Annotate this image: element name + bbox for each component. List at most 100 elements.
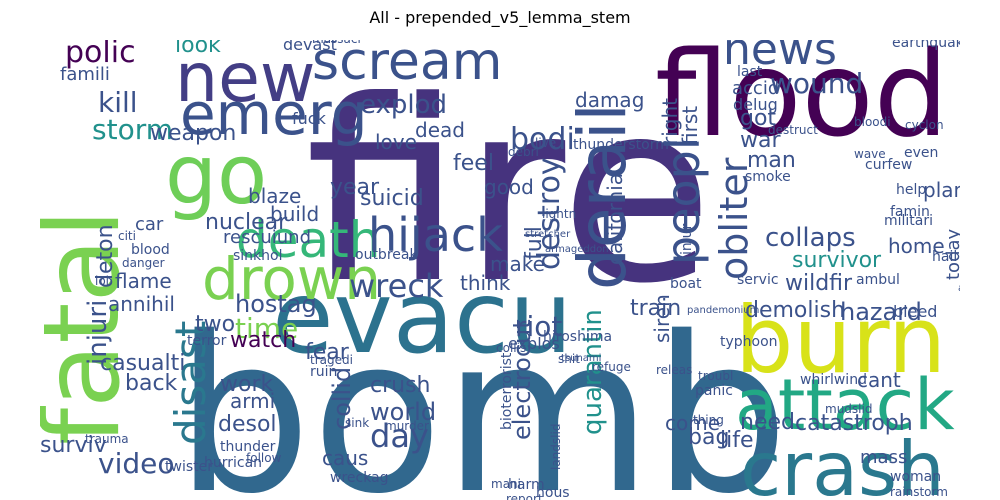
cloud-word: two — [195, 312, 236, 337]
cloud-word: tsunami — [561, 353, 602, 364]
cloud-word: wave — [854, 147, 886, 161]
cloud-word: thing — [693, 413, 724, 427]
cloud-word: cant — [857, 368, 901, 392]
cloud-word: evacu — [272, 259, 573, 376]
cloud-word: landslid — [549, 423, 563, 470]
cloud-word: refuge — [592, 360, 631, 374]
cloud-word: devast — [283, 40, 337, 54]
cloud-word: stretcher — [525, 229, 571, 240]
cloud-word: injur — [679, 223, 695, 255]
cloud-word: surviv — [40, 433, 107, 458]
cloud-word: lol — [95, 274, 110, 288]
cloud-word: murder — [385, 419, 429, 433]
cloud-word: even — [904, 145, 939, 161]
cloud-word: video — [98, 447, 175, 480]
cloud-word: blood — [131, 242, 170, 258]
cloud-word: kill — [98, 86, 138, 119]
cloud-word: report — [506, 492, 543, 500]
cloud-word: make — [490, 252, 545, 276]
cloud-word: thunderstorm — [573, 137, 669, 153]
cloud-word: releas — [656, 363, 693, 377]
cloud-word: flame — [115, 269, 172, 293]
cloud-word: thunder — [220, 439, 276, 455]
cloud-word: follow — [246, 451, 282, 465]
cloud-word: emerg — [180, 80, 368, 148]
cloud-word: survivor — [792, 248, 882, 273]
cloud-word: suicid — [360, 186, 424, 211]
cloud-word: outbreak — [355, 247, 418, 263]
cloud-word: fear — [305, 340, 349, 365]
cloud-word: news — [723, 40, 837, 75]
cloud-word: home — [888, 234, 945, 258]
cloud-word: damag — [575, 88, 645, 112]
cloud-word: scream — [312, 40, 503, 92]
cloud-word: caus — [322, 446, 369, 470]
cloud-word: famili — [60, 64, 110, 85]
cloud-word: dead — [415, 118, 465, 142]
cloud-word: last — [737, 64, 763, 80]
cloud-word: mass — [860, 447, 908, 468]
cloud-word: lightn — [542, 207, 577, 221]
cloud-word: go — [165, 128, 268, 223]
cloud-word: rainstorm — [890, 485, 948, 499]
cloud-word: wreckag — [330, 470, 389, 486]
cloud-word: destruct — [768, 123, 818, 137]
cloud-word: woman — [890, 469, 942, 485]
cloud-word: casualti — [100, 351, 186, 376]
cloud-word: rescuiund — [223, 227, 312, 248]
cloud-word: earthquak — [892, 40, 960, 51]
word-cloud: fire bomb flood fatal evacu burn attack crash go… — [40, 40, 960, 500]
cloud-word: death — [236, 211, 381, 269]
cloud-word: back — [125, 371, 178, 396]
cloud-word: hazard — [840, 298, 922, 326]
cloud-word: troubl — [698, 369, 734, 383]
cloud-word: hail — [932, 249, 958, 265]
cloud-word: bleed — [893, 302, 938, 321]
cloud-word: time — [235, 312, 299, 345]
cloud-word: hostag — [235, 290, 317, 318]
cloud-word: trauma — [85, 432, 129, 446]
cloud-word: burn — [735, 287, 947, 394]
cloud-word: bomb — [175, 290, 789, 500]
cloud-word: attack — [735, 364, 955, 446]
cloud-word: fuck — [292, 109, 326, 128]
cloud-word: feel — [453, 151, 494, 176]
cloud-word: fire — [305, 47, 714, 338]
cloud-word: look — [175, 40, 221, 58]
cloud-word: siren — [650, 294, 674, 343]
cloud-word: wildfir — [785, 271, 853, 296]
cloud-word: annihil — [108, 292, 175, 316]
cloud-word: war — [740, 128, 781, 153]
cloud-word: watch — [230, 328, 297, 353]
cloud-word: year — [330, 175, 380, 200]
cloud-word: militari — [884, 213, 934, 229]
cloud-word: famin — [890, 204, 930, 220]
cloud-word: avalanch — [958, 284, 960, 294]
chart-title: All - prepended_v5_lemma_stem — [369, 8, 631, 27]
cloud-word: collaps — [765, 223, 856, 253]
cloud-word: harm — [508, 477, 545, 493]
cloud-word: ambul — [856, 272, 900, 288]
cloud-word: armi — [230, 389, 276, 413]
cloud-word: citi — [118, 229, 136, 243]
cloud-word: crush — [370, 373, 431, 398]
cloud-word: hijack — [368, 208, 503, 262]
cloud-word: sink — [345, 416, 370, 430]
cloud-word: weapon — [150, 121, 237, 146]
cloud-word: bioterrorist — [499, 352, 515, 430]
cloud-word: nuclear — [205, 210, 288, 235]
cloud-word: mudslid — [825, 402, 873, 416]
cloud-word: desol — [218, 412, 277, 437]
cloud-word: ruin — [310, 364, 338, 380]
cloud-word: smoke — [745, 169, 791, 185]
cloud-word: accid — [732, 78, 780, 99]
cloud-word: come — [665, 411, 721, 435]
cloud-word: bloodi — [854, 115, 891, 129]
cloud-word: pandemonium — [687, 305, 760, 316]
cloud-word: massacr — [312, 40, 362, 45]
cloud-word: danger — [122, 256, 165, 270]
cloud-word: catastroph — [795, 411, 913, 436]
cloud-word: demolish — [745, 298, 846, 323]
cloud-word: man — [747, 148, 796, 173]
cloud-word: flood — [655, 40, 949, 163]
